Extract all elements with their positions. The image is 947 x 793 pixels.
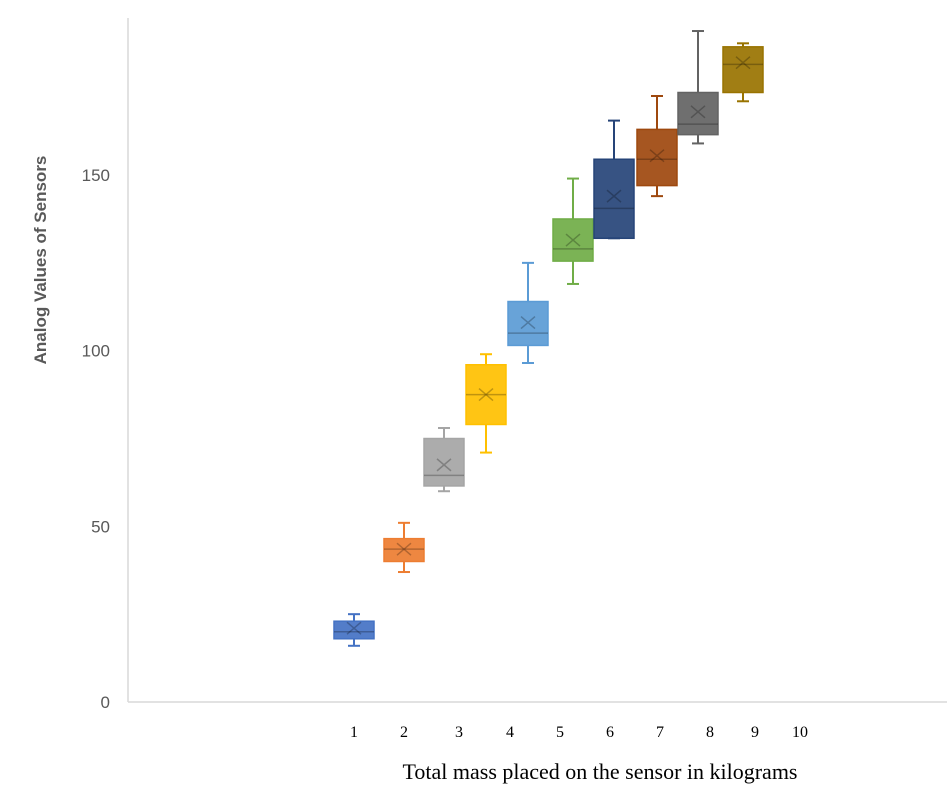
iqr-box xyxy=(465,364,507,426)
box-3 xyxy=(423,426,465,493)
y-tick-label: 150 xyxy=(82,166,110,185)
mean-marker xyxy=(478,388,494,402)
box-1 xyxy=(333,613,375,647)
box-2 xyxy=(383,521,425,574)
x-tick-label: 9 xyxy=(751,724,759,741)
iqr-box xyxy=(636,128,678,187)
x-tick-label: 10 xyxy=(792,724,808,741)
y-tick-label: 50 xyxy=(91,517,110,536)
y-tick-label: 0 xyxy=(101,693,110,712)
x-tick-label: 4 xyxy=(506,724,514,741)
iqr-box xyxy=(423,437,465,487)
mean-marker xyxy=(690,105,706,119)
iqr-box xyxy=(507,300,549,347)
box-7 xyxy=(593,119,635,240)
mean-marker xyxy=(520,316,536,330)
box-5 xyxy=(507,261,549,364)
x-axis-title: Total mass placed on the sensor in kilog… xyxy=(403,759,798,784)
box-6 xyxy=(552,177,594,285)
iqr-box xyxy=(677,91,719,136)
mean-marker xyxy=(606,189,622,203)
mean-marker xyxy=(735,56,751,70)
mean-marker xyxy=(396,542,412,556)
x-tick-label: 3 xyxy=(455,724,463,741)
x-tick-label: 2 xyxy=(400,724,408,741)
iqr-box xyxy=(722,46,764,94)
x-tick-label: 8 xyxy=(706,724,714,741)
x-tick-label: 1 xyxy=(350,724,358,741)
mean-marker xyxy=(346,621,362,635)
mean-marker xyxy=(565,233,581,247)
iqr-box xyxy=(552,218,594,262)
y-axis-title: Analog Values of Sensors xyxy=(31,156,50,365)
mean-marker xyxy=(436,458,452,472)
x-tick-label: 6 xyxy=(606,724,614,741)
x-tick-label: 5 xyxy=(556,724,564,741)
x-tick-label: 7 xyxy=(656,724,664,741)
iqr-box xyxy=(383,537,425,563)
box-9 xyxy=(677,30,719,145)
y-tick-label: 100 xyxy=(82,342,110,361)
iqr-box xyxy=(333,620,375,640)
box-4 xyxy=(465,353,507,454)
mean-marker xyxy=(649,149,665,163)
iqr-box xyxy=(593,158,635,240)
box-10 xyxy=(722,42,764,103)
box-8 xyxy=(636,95,678,198)
